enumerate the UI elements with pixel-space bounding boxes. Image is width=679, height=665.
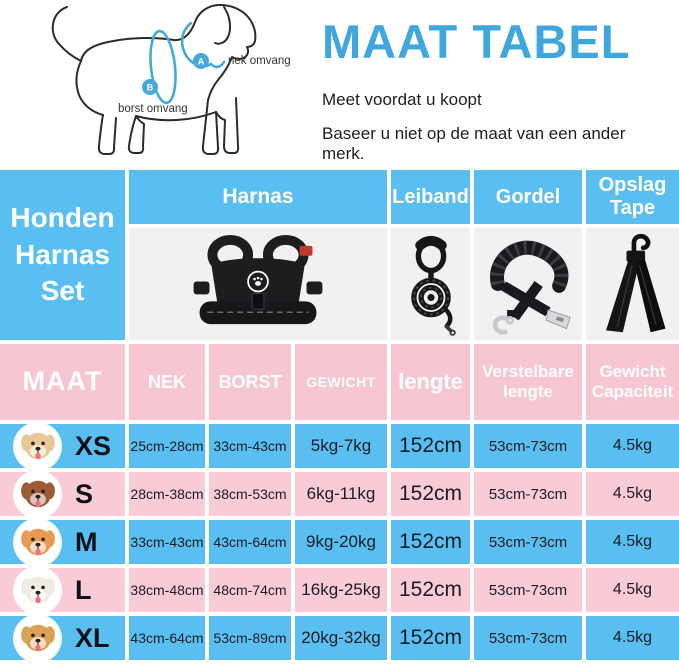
cell-m-adjustable: 53cm-73cm [474,520,582,564]
cell-xs-neck: 25cm-28cm [129,424,205,468]
cell-xs-weight: 5kg-7kg [295,424,387,468]
cell-l-length: 152cm [391,568,470,612]
cell-l-chest: 48cm-74cm [209,568,291,612]
cell-s-chest: 38cm-53cm [209,472,291,516]
samoyed-photo [14,566,61,614]
cell-xl-length: 152cm [391,616,470,660]
col-header-verstelbare-lengte: Verstelbare lengte [474,344,582,420]
cell-m-neck: 33cm-43cm [129,520,205,564]
storage-tape-icon [605,233,665,333]
cell-xs-capacity: 4.5kg [586,424,679,468]
cell-m-chest: 43cm-64cm [209,520,291,564]
seatbelt-icon [490,240,571,335]
measure-badge-b: B [142,79,158,95]
cell-xl-weight: 20kg-32kg [295,616,387,660]
cell-s-neck: 28cm-38cm [129,472,205,516]
neck-measure-label: nek omvang [228,55,291,67]
product-header-opslag-tape: Opslag Tape [586,170,679,224]
cell-l-capacity: 4.5kg [586,568,679,612]
storage-tape-image-cell [586,228,679,340]
table-row-s-size: S [0,470,125,518]
harness-straps-icon [149,21,226,105]
cell-l-weight: 16kg-25kg [295,568,387,612]
cell-s-capacity: 4.5kg [586,472,679,516]
cell-s-adjustable: 53cm-73cm [474,472,582,516]
leash-icon [410,235,456,336]
dog-measuring-diagram: A B nek omvang borst omvang [10,0,315,168]
cell-m-capacity: 4.5kg [586,520,679,564]
product-header-leiband: Leiband [391,170,470,224]
leash-image-cell [391,228,470,340]
title-block: MAAT TABEL Meet voordat u koopt Baseer u… [322,16,672,164]
col-header-gewicht: GEWICHT [295,344,387,420]
cell-s-weight: 6kg-11kg [295,472,387,516]
cell-s-length: 152cm [391,472,470,516]
cell-l-neck: 38cm-48cm [129,568,205,612]
subtitle-measure: Meet voordat u koopt [322,89,482,109]
col-header-maat: MAAT [0,344,125,420]
page-title: MAAT TABEL [322,15,631,68]
seatbelt-image-cell [474,228,582,340]
pomeranian-photo [14,422,61,470]
cell-xl-adjustable: 53cm-73cm [474,616,582,660]
subtitle-brand: Baseer u niet op de maat van een ander m… [322,123,626,163]
measure-badge-a: A [193,53,209,69]
set-title-cell: Honden Harnas Set [0,170,125,340]
product-header-gordel: Gordel [474,170,582,224]
cell-xs-adjustable: 53cm-73cm [474,424,582,468]
size-label: M [75,526,98,557]
cell-xl-capacity: 4.5kg [586,616,679,660]
poodle-photo [14,470,61,518]
shiba-inu-photo [14,518,61,566]
svg-text:B: B [147,83,154,93]
col-header-lengte: lengte [391,344,470,420]
table-row-m-size: M [0,518,125,566]
product-header-harnas: Harnas [129,170,387,224]
col-header-gewicht-capaciteit: Gewicht Capaciteit [586,344,679,420]
table-row-xs-size: XS [0,422,125,470]
harness-image-cell [129,228,387,340]
cell-xl-chest: 53cm-89cm [209,616,291,660]
size-label: XL [75,622,110,653]
cell-l-adjustable: 53cm-73cm [474,568,582,612]
size-label: S [75,478,94,509]
svg-text:A: A [198,57,205,67]
golden-retriever-photo [14,614,61,662]
table-row-xl-size: XL [0,614,125,662]
table-row-l-size: L [0,566,125,614]
col-header-nek: NEK [129,344,205,420]
size-label: XS [75,430,112,461]
harness-icon [193,234,323,325]
dog-outline-icon: A B nek omvang borst omvang [51,4,291,155]
cell-xs-chest: 33cm-43cm [209,424,291,468]
cell-m-weight: 9kg-20kg [295,520,387,564]
chest-measure-label: borst omvang [118,103,188,115]
size-table: Honden Harnas Set Harnas Leiband Gordel … [0,170,679,662]
cell-xs-length: 152cm [391,424,470,468]
col-header-borst: BORST [209,344,291,420]
cell-xl-neck: 43cm-64cm [129,616,205,660]
size-label: L [75,574,92,605]
cell-m-length: 152cm [391,520,470,564]
